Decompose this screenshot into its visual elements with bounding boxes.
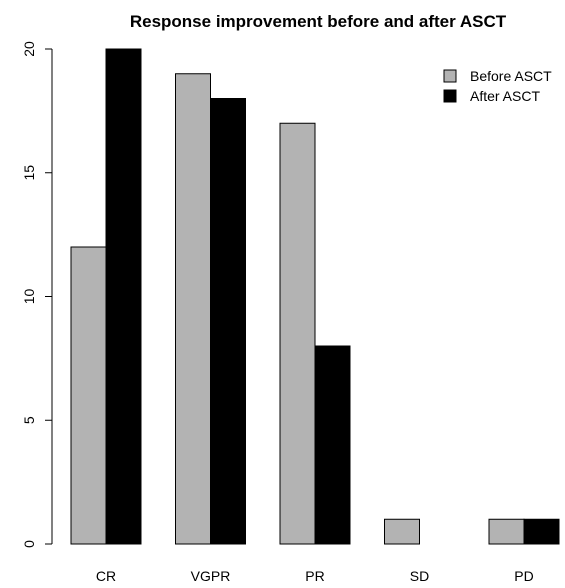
legend-label: Before ASCT	[470, 68, 552, 84]
y-tick-label: 15	[21, 165, 37, 181]
y-tick-label: 20	[21, 41, 37, 57]
y-axis: 0 5 10 15 20	[21, 41, 53, 548]
x-tick-label: SD	[410, 568, 429, 583]
legend-label: After ASCT	[470, 88, 540, 104]
bar-cr-after	[105, 48, 142, 545]
bar-pr-before	[279, 122, 316, 545]
x-tick-label: VGPR	[191, 568, 231, 583]
legend-swatch	[443, 69, 457, 83]
bars-group	[70, 48, 560, 545]
legend-swatch	[443, 89, 457, 103]
x-tick-label: CR	[96, 568, 116, 583]
bar-vgpr-after	[210, 98, 246, 545]
chart-title: Response improvement before and after AS…	[130, 12, 507, 31]
x-axis-labels: CR VGPR PR SD PD	[96, 568, 534, 584]
legend: Before ASCT After ASCT	[443, 68, 552, 104]
y-tick-label: 0	[21, 540, 37, 548]
bar-pd-after	[523, 518, 560, 545]
x-tick-label: PD	[514, 568, 533, 583]
x-tick-label: PR	[305, 568, 324, 583]
y-tick-label: 5	[21, 416, 37, 424]
bar-pd-before	[488, 518, 525, 545]
bar-cr-before	[70, 246, 107, 545]
bar-vgpr-before	[175, 73, 211, 545]
bar-pr-after	[314, 345, 351, 545]
y-tick-label: 10	[21, 289, 37, 305]
bar-sd-before	[384, 518, 420, 545]
